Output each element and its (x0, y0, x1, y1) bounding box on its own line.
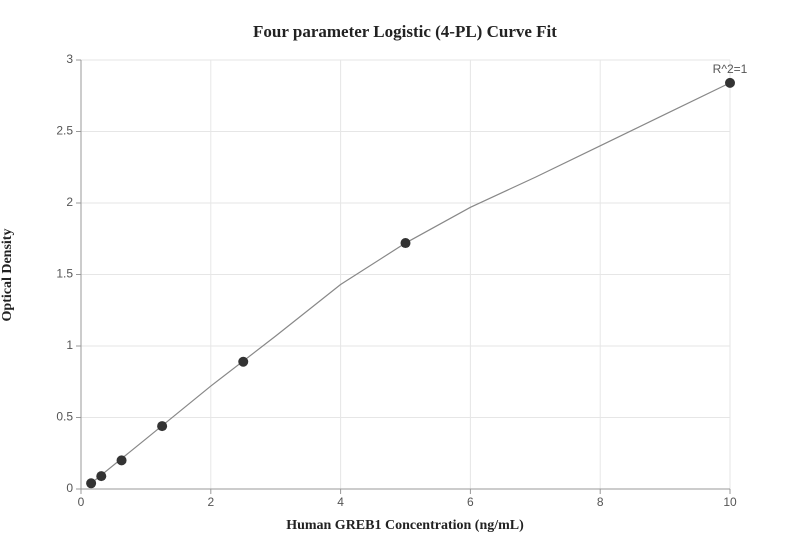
fit-curve (90, 82, 731, 484)
y-tick-label: 1.5 (56, 267, 73, 281)
y-tick-label: 1 (66, 338, 73, 352)
x-tick-label: 6 (467, 495, 474, 509)
y-tick-label: 0 (66, 481, 73, 495)
y-tick-label: 2 (66, 195, 73, 209)
annotation: R^2=1 (713, 62, 748, 76)
data-point (157, 421, 168, 432)
x-axis-label: Human GREB1 Concentration (ng/mL) (286, 518, 524, 533)
data-point (400, 238, 411, 249)
x-tick-label: 8 (597, 495, 604, 509)
y-tick-label: 3 (66, 52, 73, 66)
x-tick-label: 0 (78, 495, 85, 509)
x-tick-label: 2 (207, 495, 214, 509)
chart-title: Four parameter Logistic (4-PL) Curve Fit (253, 22, 557, 41)
x-tick-label: 10 (723, 495, 737, 509)
data-point (86, 478, 97, 489)
data-point (96, 471, 107, 482)
y-tick-label: 0.5 (56, 410, 73, 424)
y-axis-label: Optical Density (0, 229, 15, 322)
y-tick-label: 2.5 (56, 124, 73, 138)
data-point (725, 77, 735, 88)
data-point (238, 356, 249, 367)
x-tick-label: 4 (337, 495, 344, 509)
data-point (116, 455, 127, 466)
